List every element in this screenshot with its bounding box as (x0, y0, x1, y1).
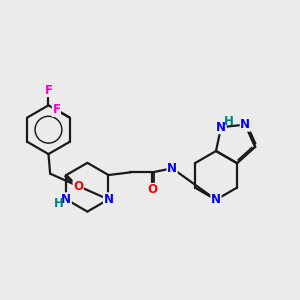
Text: N: N (216, 121, 226, 134)
Text: N: N (211, 193, 221, 206)
Text: O: O (73, 180, 83, 194)
Text: F: F (52, 103, 60, 116)
Text: H: H (224, 115, 233, 128)
Text: N: N (240, 118, 250, 131)
Text: N: N (167, 162, 177, 175)
Text: N: N (103, 193, 113, 206)
Text: F: F (44, 84, 52, 97)
Text: O: O (148, 183, 158, 196)
Text: H: H (54, 197, 64, 210)
Text: N: N (61, 193, 71, 206)
